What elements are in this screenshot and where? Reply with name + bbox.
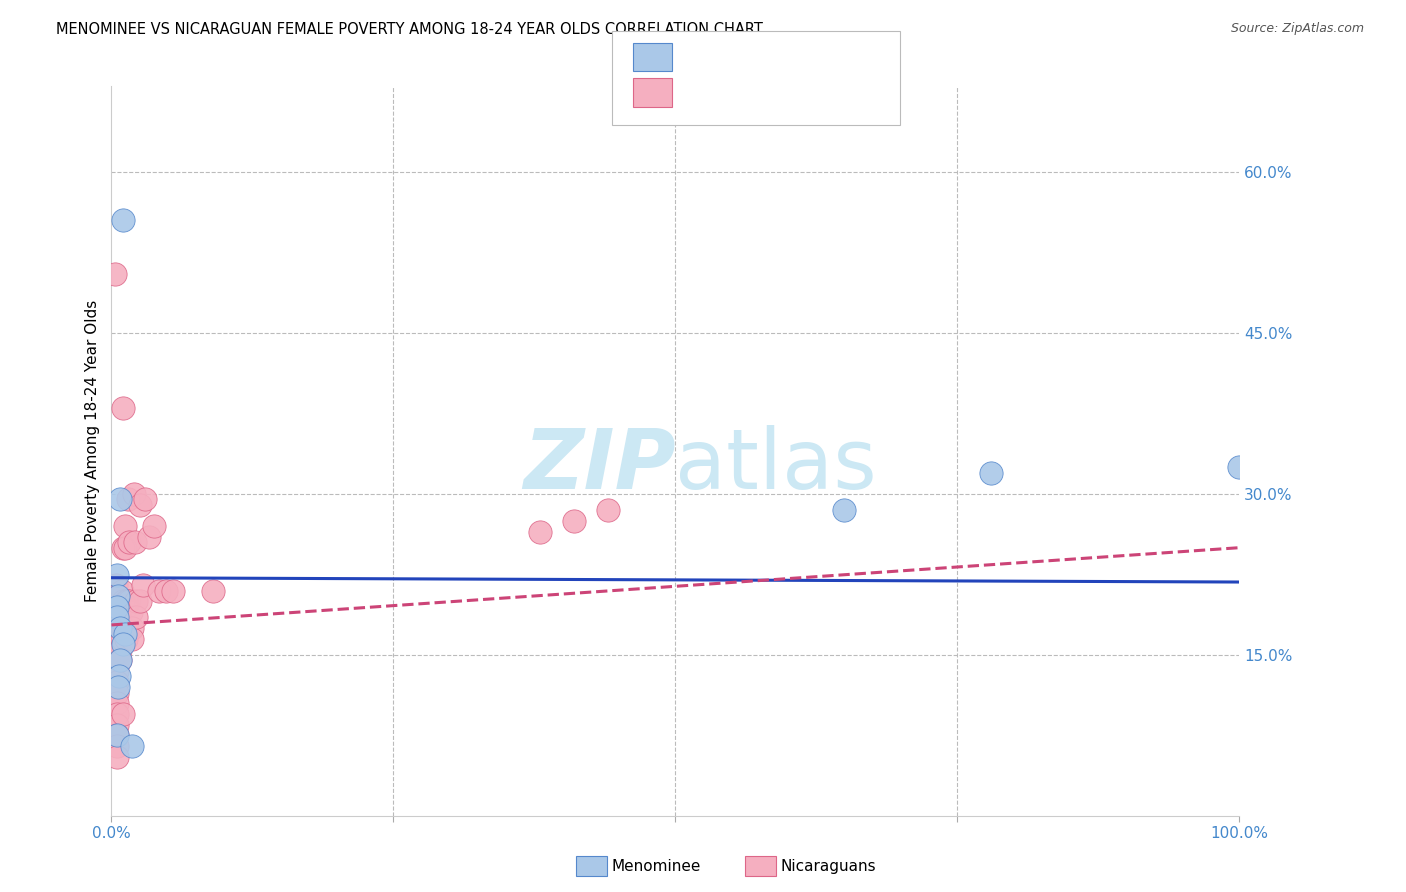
Point bbox=[105, 610, 128, 624]
Point bbox=[125, 594, 148, 608]
Point bbox=[107, 589, 129, 603]
Point bbox=[121, 632, 143, 646]
Point bbox=[162, 583, 184, 598]
Point bbox=[134, 492, 156, 507]
Text: Source: ZipAtlas.com: Source: ZipAtlas.com bbox=[1230, 22, 1364, 36]
Point bbox=[121, 621, 143, 635]
Text: -0.036: -0.036 bbox=[716, 48, 775, 66]
Point bbox=[138, 530, 160, 544]
Point bbox=[128, 498, 150, 512]
Point bbox=[104, 621, 127, 635]
Text: 60: 60 bbox=[825, 84, 848, 102]
Point bbox=[143, 519, 166, 533]
Point bbox=[110, 653, 132, 667]
Point bbox=[110, 632, 132, 646]
Point bbox=[125, 610, 148, 624]
Text: Nicaraguans: Nicaraguans bbox=[780, 859, 876, 873]
Point bbox=[120, 605, 142, 619]
Point bbox=[117, 492, 139, 507]
Text: MENOMINEE VS NICARAGUAN FEMALE POVERTY AMONG 18-24 YEAR OLDS CORRELATION CHART: MENOMINEE VS NICARAGUAN FEMALE POVERTY A… bbox=[56, 22, 763, 37]
Text: R =: R = bbox=[681, 48, 717, 66]
Point bbox=[115, 599, 138, 614]
Point bbox=[105, 664, 128, 678]
Point bbox=[596, 503, 619, 517]
Point bbox=[108, 605, 131, 619]
Point bbox=[104, 267, 127, 281]
Point bbox=[201, 583, 224, 598]
Point bbox=[834, 503, 856, 517]
Point bbox=[118, 594, 141, 608]
Point bbox=[105, 653, 128, 667]
Point bbox=[115, 594, 138, 608]
Y-axis label: Female Poverty Among 18-24 Year Olds: Female Poverty Among 18-24 Year Olds bbox=[86, 300, 100, 602]
Point bbox=[105, 717, 128, 731]
Point bbox=[121, 739, 143, 754]
Point bbox=[105, 567, 128, 582]
Point bbox=[132, 578, 155, 592]
Text: ZIP: ZIP bbox=[523, 425, 675, 507]
Point bbox=[980, 466, 1002, 480]
Point bbox=[105, 750, 128, 764]
Point bbox=[110, 653, 132, 667]
Point bbox=[110, 632, 132, 646]
Point bbox=[124, 535, 146, 549]
Text: N =: N = bbox=[790, 84, 827, 102]
Text: 16: 16 bbox=[825, 48, 848, 66]
Text: N =: N = bbox=[790, 48, 827, 66]
Point bbox=[114, 541, 136, 555]
Point bbox=[114, 626, 136, 640]
Point bbox=[104, 599, 127, 614]
Point bbox=[155, 583, 177, 598]
Point bbox=[110, 642, 132, 657]
Point bbox=[105, 674, 128, 689]
Point bbox=[108, 669, 131, 683]
Point bbox=[562, 514, 585, 528]
Point bbox=[104, 642, 127, 657]
Point bbox=[107, 680, 129, 694]
Point bbox=[104, 589, 127, 603]
Point bbox=[1227, 460, 1250, 475]
Text: R =: R = bbox=[681, 84, 721, 102]
Point bbox=[105, 728, 128, 742]
Point bbox=[111, 706, 134, 721]
Point bbox=[105, 685, 128, 699]
Point bbox=[128, 594, 150, 608]
Point bbox=[111, 637, 134, 651]
Point bbox=[118, 535, 141, 549]
Point bbox=[110, 621, 132, 635]
Point bbox=[115, 594, 138, 608]
Text: 0.053: 0.053 bbox=[716, 84, 768, 102]
Point bbox=[105, 696, 128, 710]
Point bbox=[122, 487, 145, 501]
Point bbox=[105, 739, 128, 754]
Text: Menominee: Menominee bbox=[612, 859, 702, 873]
Point bbox=[108, 594, 131, 608]
Point bbox=[105, 706, 128, 721]
Point bbox=[148, 583, 170, 598]
Point bbox=[529, 524, 551, 539]
Point bbox=[110, 621, 132, 635]
Point bbox=[104, 610, 127, 624]
Point bbox=[105, 728, 128, 742]
Point bbox=[111, 213, 134, 227]
Point bbox=[111, 541, 134, 555]
Text: atlas: atlas bbox=[675, 425, 877, 507]
Point bbox=[104, 632, 127, 646]
Point bbox=[110, 492, 132, 507]
Point bbox=[104, 578, 127, 592]
Point bbox=[110, 583, 132, 598]
Point bbox=[110, 610, 132, 624]
Point bbox=[115, 632, 138, 646]
Point bbox=[111, 594, 134, 608]
Point bbox=[105, 599, 128, 614]
Point bbox=[114, 519, 136, 533]
Point bbox=[111, 401, 134, 416]
